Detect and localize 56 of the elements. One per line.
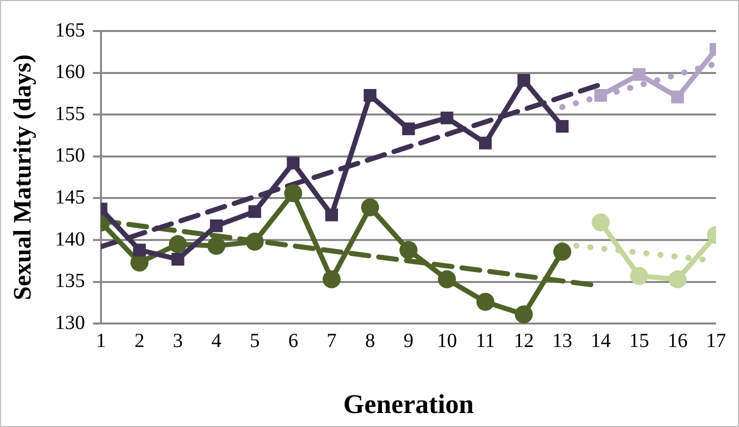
x-tick-label: 6 — [288, 330, 298, 352]
point — [630, 266, 648, 285]
x-tick-label: 2 — [134, 330, 144, 352]
x-tick-label: 16 — [668, 330, 688, 352]
y-tick-label: 130 — [55, 312, 85, 334]
y-tick-label: 135 — [55, 270, 85, 292]
x-tick-label: 17 — [706, 330, 726, 352]
point — [553, 242, 572, 261]
point — [361, 198, 380, 216]
x-tick-label: 11 — [476, 330, 496, 352]
x-tick-label: 5 — [250, 330, 260, 352]
point — [671, 90, 684, 104]
point — [592, 213, 610, 232]
y-tick-label: 150 — [55, 144, 85, 167]
point — [438, 270, 456, 288]
point — [168, 235, 187, 254]
y-axis-title: Sexual Maturity (days) — [9, 54, 36, 300]
point — [594, 89, 608, 102]
y-tick-label: 160 — [55, 61, 85, 84]
x-axis-title: Generation — [343, 388, 474, 419]
point — [248, 205, 262, 218]
point — [325, 208, 338, 222]
point — [210, 219, 223, 232]
x-tick-label: 15 — [629, 330, 650, 352]
y-tick-label: 145 — [55, 186, 85, 208]
point — [517, 74, 530, 87]
point — [246, 232, 264, 251]
point — [364, 89, 376, 102]
point — [207, 236, 226, 255]
point — [476, 292, 494, 311]
point — [514, 305, 533, 324]
point — [402, 122, 415, 136]
point — [668, 270, 687, 288]
point — [322, 270, 341, 288]
y-tick-label: 140 — [55, 228, 85, 250]
y-tick-label: 155 — [55, 102, 85, 125]
point — [632, 68, 646, 81]
y-tick-label: 165 — [55, 19, 85, 42]
x-tick-label: 1 — [96, 330, 106, 352]
point — [556, 120, 569, 133]
x-tick-label: 9 — [404, 330, 414, 352]
point — [284, 184, 302, 202]
point — [133, 244, 146, 256]
x-tick-label: 8 — [365, 330, 376, 352]
point — [172, 252, 184, 266]
x-tick-label: 7 — [326, 330, 337, 352]
point — [400, 241, 418, 260]
point — [479, 136, 492, 150]
x-tick-label: 12 — [514, 330, 534, 352]
x-tick-label: 4 — [211, 330, 222, 352]
point — [286, 156, 300, 170]
x-tick-label: 10 — [436, 330, 457, 352]
point — [440, 112, 454, 124]
x-tick-label: 14 — [590, 330, 611, 352]
x-tick-label: 3 — [172, 330, 183, 352]
x-tick-label: 13 — [552, 330, 572, 352]
